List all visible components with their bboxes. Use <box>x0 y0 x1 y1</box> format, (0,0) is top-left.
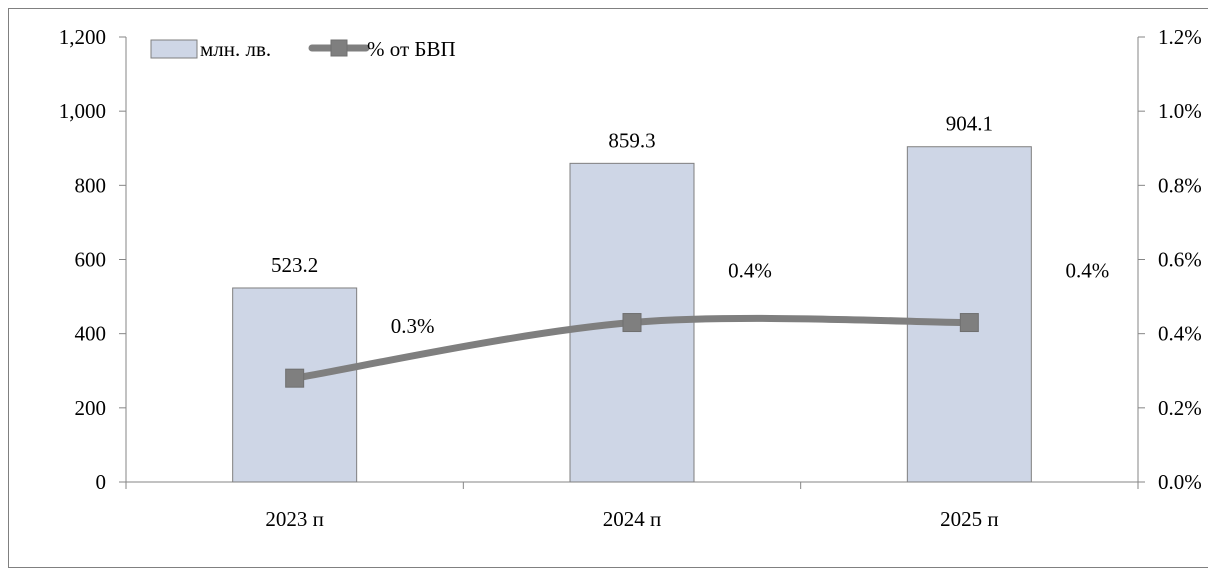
y-left-tick-label: 0 <box>96 470 107 494</box>
y-left-tick-label: 1,200 <box>59 25 106 49</box>
y-left-tick-label: 800 <box>75 173 107 197</box>
line-data-label: 0.3% <box>391 314 435 338</box>
legend-swatch-bar <box>150 39 198 59</box>
bar-data-label: 904.1 <box>946 112 993 136</box>
line-marker <box>285 368 305 388</box>
y-left-tick-label: 1,000 <box>59 99 106 123</box>
axes: 0 200 400 600 800 1,000 1,200 0.0% 0.2% 0.4% 0.6% 0… <box>59 25 1202 531</box>
line-marker <box>959 313 979 333</box>
x-tick-label: 2024 п <box>603 507 662 531</box>
y-right-tick-label: 1.2% <box>1158 25 1202 49</box>
y-right-tick-label: 0.6% <box>1158 248 1202 272</box>
line-data-label: 0.4% <box>728 259 772 283</box>
y-left-tick-label: 200 <box>75 396 107 420</box>
y-right-tick-label: 0.8% <box>1158 173 1202 197</box>
y-right-tick-label: 0.2% <box>1158 396 1202 420</box>
legend-label-bar: млн. лв. <box>200 37 271 61</box>
combo-chart: 0 200 400 600 800 1,000 1,200 0.0% 0.2% 0.4% 0.6% 0… <box>59 25 1202 531</box>
legend-label-line: % от БВП <box>367 37 456 61</box>
y-right-tick-label: 0.4% <box>1158 322 1202 346</box>
legend-marker-line <box>330 39 348 57</box>
y-right-tick-label: 0.0% <box>1158 470 1202 494</box>
x-tick-label: 2023 п <box>265 507 324 531</box>
bar-data-label: 859.3 <box>608 128 655 152</box>
y-left-tick-label: 400 <box>75 322 107 346</box>
line-marker <box>622 313 642 333</box>
data-labels: 523.2 859.3 904.1 0.3% 0.4% 0.4% <box>271 112 1109 338</box>
legend: млн. лв. % от БВП <box>150 37 456 61</box>
line-series <box>285 313 979 388</box>
x-tick-label: 2025 п <box>940 507 999 531</box>
y-left-tick-label: 600 <box>75 248 107 272</box>
y-right-tick-label: 1.0% <box>1158 99 1202 123</box>
line-data-label: 0.4% <box>1065 259 1109 283</box>
bar-data-label: 523.2 <box>271 253 318 277</box>
